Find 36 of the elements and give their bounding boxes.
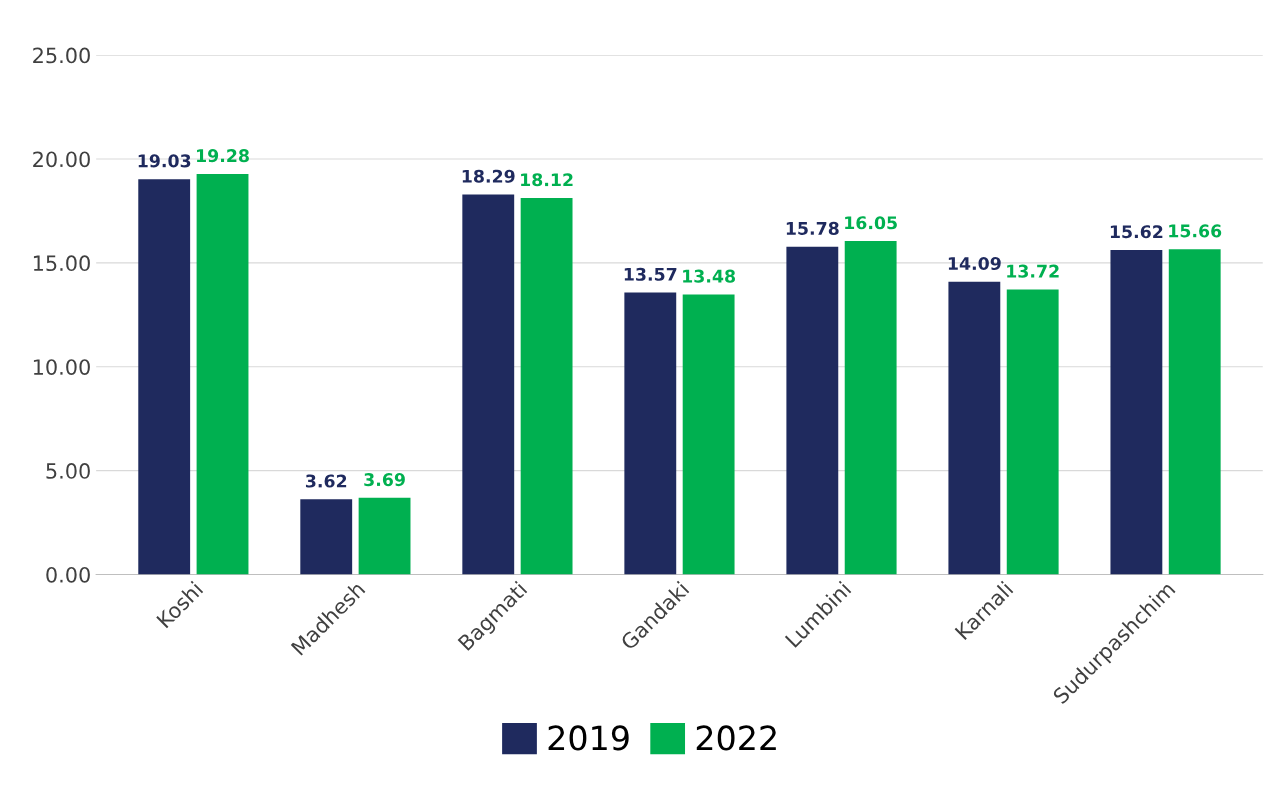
y-tick-label: 20.00 [33,151,90,168]
bar [682,294,735,575]
data-label: 3.62 [305,474,347,488]
bar [520,198,573,575]
data-label: 13.72 [1007,264,1059,278]
data-label: 15.78 [786,221,839,235]
bar [462,194,515,575]
bar [624,292,677,575]
bar [844,241,897,575]
bar [1006,289,1059,575]
bar [196,173,249,575]
data-label: 16.05 [845,216,897,230]
bar [1168,249,1221,575]
y-tick-label: 5.00 [46,463,90,479]
data-label: 15.62 [1110,225,1163,239]
y-tick-label: 15.00 [33,255,90,272]
y-tick-label: 10.00 [33,359,90,375]
y-tick-label: 0.00 [46,566,90,583]
bar [358,497,411,575]
bar [1110,249,1163,575]
data-label: 14.09 [948,256,1001,271]
bar [138,179,191,575]
data-label: 15.66 [1169,224,1222,238]
y-tick-label: 25.00 [33,47,90,64]
data-label: 19.03 [138,154,191,168]
data-label: 13.48 [683,269,736,283]
legend-label: 2022 [696,725,776,751]
legend-label: 2019 [548,725,629,751]
bar [300,499,353,575]
data-label: 19.28 [197,149,249,163]
bar [948,281,1001,575]
data-label: 13.57 [624,267,677,281]
data-label: 18.12 [521,173,573,187]
data-label: 18.29 [462,169,515,183]
data-label: 3.69 [364,473,405,487]
bar [786,246,839,575]
